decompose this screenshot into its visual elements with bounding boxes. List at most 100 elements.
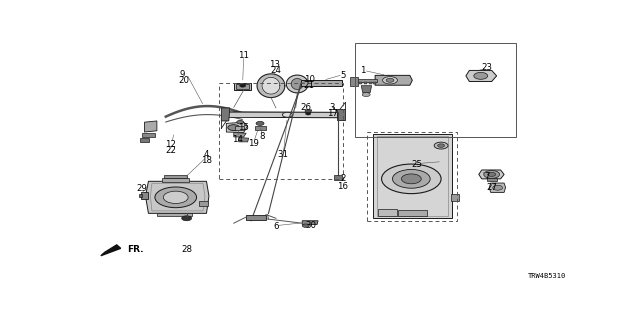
Text: 20: 20 [179, 76, 189, 85]
Text: 5: 5 [340, 71, 346, 80]
Circle shape [381, 164, 441, 194]
Text: 4: 4 [204, 150, 209, 159]
Text: 26: 26 [300, 103, 311, 112]
Polygon shape [350, 77, 358, 86]
Text: 27: 27 [486, 183, 497, 192]
Polygon shape [372, 134, 452, 218]
Circle shape [282, 112, 292, 117]
Circle shape [383, 76, 397, 84]
Text: 21: 21 [303, 81, 315, 90]
Text: 19: 19 [248, 139, 259, 148]
Polygon shape [228, 113, 337, 116]
Polygon shape [466, 70, 497, 82]
Text: 2: 2 [340, 174, 346, 183]
Circle shape [438, 144, 445, 147]
Text: 17: 17 [328, 109, 339, 118]
Polygon shape [486, 178, 497, 181]
Circle shape [306, 113, 310, 115]
Polygon shape [361, 86, 372, 92]
Text: TRW4B5310: TRW4B5310 [528, 273, 566, 279]
Circle shape [155, 187, 196, 208]
Text: 3: 3 [329, 103, 335, 112]
Text: 15: 15 [238, 123, 249, 132]
Circle shape [302, 224, 309, 228]
Polygon shape [378, 209, 397, 216]
Polygon shape [399, 210, 428, 216]
Bar [219, 83, 343, 179]
Text: 8: 8 [260, 132, 265, 141]
Circle shape [488, 172, 495, 176]
Polygon shape [142, 133, 156, 137]
Polygon shape [301, 80, 342, 86]
Polygon shape [239, 138, 249, 142]
Text: 16: 16 [337, 182, 348, 191]
Circle shape [493, 185, 502, 190]
Text: 28: 28 [181, 244, 192, 253]
Text: 1: 1 [360, 66, 365, 75]
Circle shape [228, 124, 240, 131]
Text: 18: 18 [201, 156, 212, 165]
Bar [355, 43, 516, 137]
Circle shape [362, 92, 370, 97]
Circle shape [240, 84, 246, 87]
Polygon shape [140, 139, 150, 142]
Text: 6: 6 [273, 222, 278, 231]
Polygon shape [227, 112, 338, 118]
Polygon shape [305, 110, 312, 113]
Polygon shape [255, 126, 266, 130]
Circle shape [386, 78, 394, 82]
Polygon shape [227, 122, 248, 132]
Circle shape [237, 120, 244, 124]
Text: 29: 29 [136, 184, 147, 193]
Circle shape [474, 72, 488, 79]
Polygon shape [337, 108, 346, 120]
Text: 31: 31 [278, 150, 289, 159]
Text: 30: 30 [305, 221, 316, 230]
Polygon shape [236, 84, 249, 89]
Polygon shape [355, 79, 376, 82]
Polygon shape [199, 201, 208, 206]
Polygon shape [479, 170, 504, 179]
Polygon shape [257, 74, 285, 98]
Polygon shape [451, 194, 460, 201]
Circle shape [256, 121, 264, 125]
Polygon shape [221, 108, 230, 121]
Polygon shape [234, 132, 246, 137]
Polygon shape [373, 82, 376, 84]
Text: FR.: FR. [127, 244, 143, 253]
Polygon shape [302, 221, 318, 224]
Polygon shape [246, 215, 266, 220]
Text: 25: 25 [412, 160, 423, 169]
Circle shape [434, 142, 448, 149]
Circle shape [182, 216, 191, 221]
Polygon shape [157, 213, 191, 216]
Text: 13: 13 [269, 60, 280, 69]
Polygon shape [335, 175, 342, 180]
Polygon shape [375, 75, 412, 85]
Polygon shape [164, 175, 187, 178]
Polygon shape [234, 83, 251, 90]
Text: 7: 7 [484, 172, 490, 181]
Circle shape [163, 191, 188, 204]
Circle shape [484, 171, 500, 178]
Polygon shape [291, 79, 303, 89]
Polygon shape [286, 75, 308, 93]
Polygon shape [138, 194, 141, 197]
Text: 9: 9 [180, 70, 186, 79]
Circle shape [392, 170, 430, 188]
Text: 23: 23 [481, 63, 492, 72]
Text: 12: 12 [165, 140, 176, 149]
Text: 10: 10 [303, 75, 315, 84]
Text: 24: 24 [271, 66, 282, 75]
Polygon shape [235, 126, 244, 130]
Text: 11: 11 [238, 51, 249, 60]
Text: 14: 14 [232, 135, 243, 144]
Polygon shape [145, 181, 209, 213]
Text: 22: 22 [165, 146, 176, 155]
Polygon shape [489, 183, 506, 192]
Polygon shape [369, 82, 372, 84]
Polygon shape [141, 192, 148, 198]
Polygon shape [162, 178, 189, 182]
Polygon shape [359, 82, 362, 84]
Circle shape [401, 174, 421, 184]
